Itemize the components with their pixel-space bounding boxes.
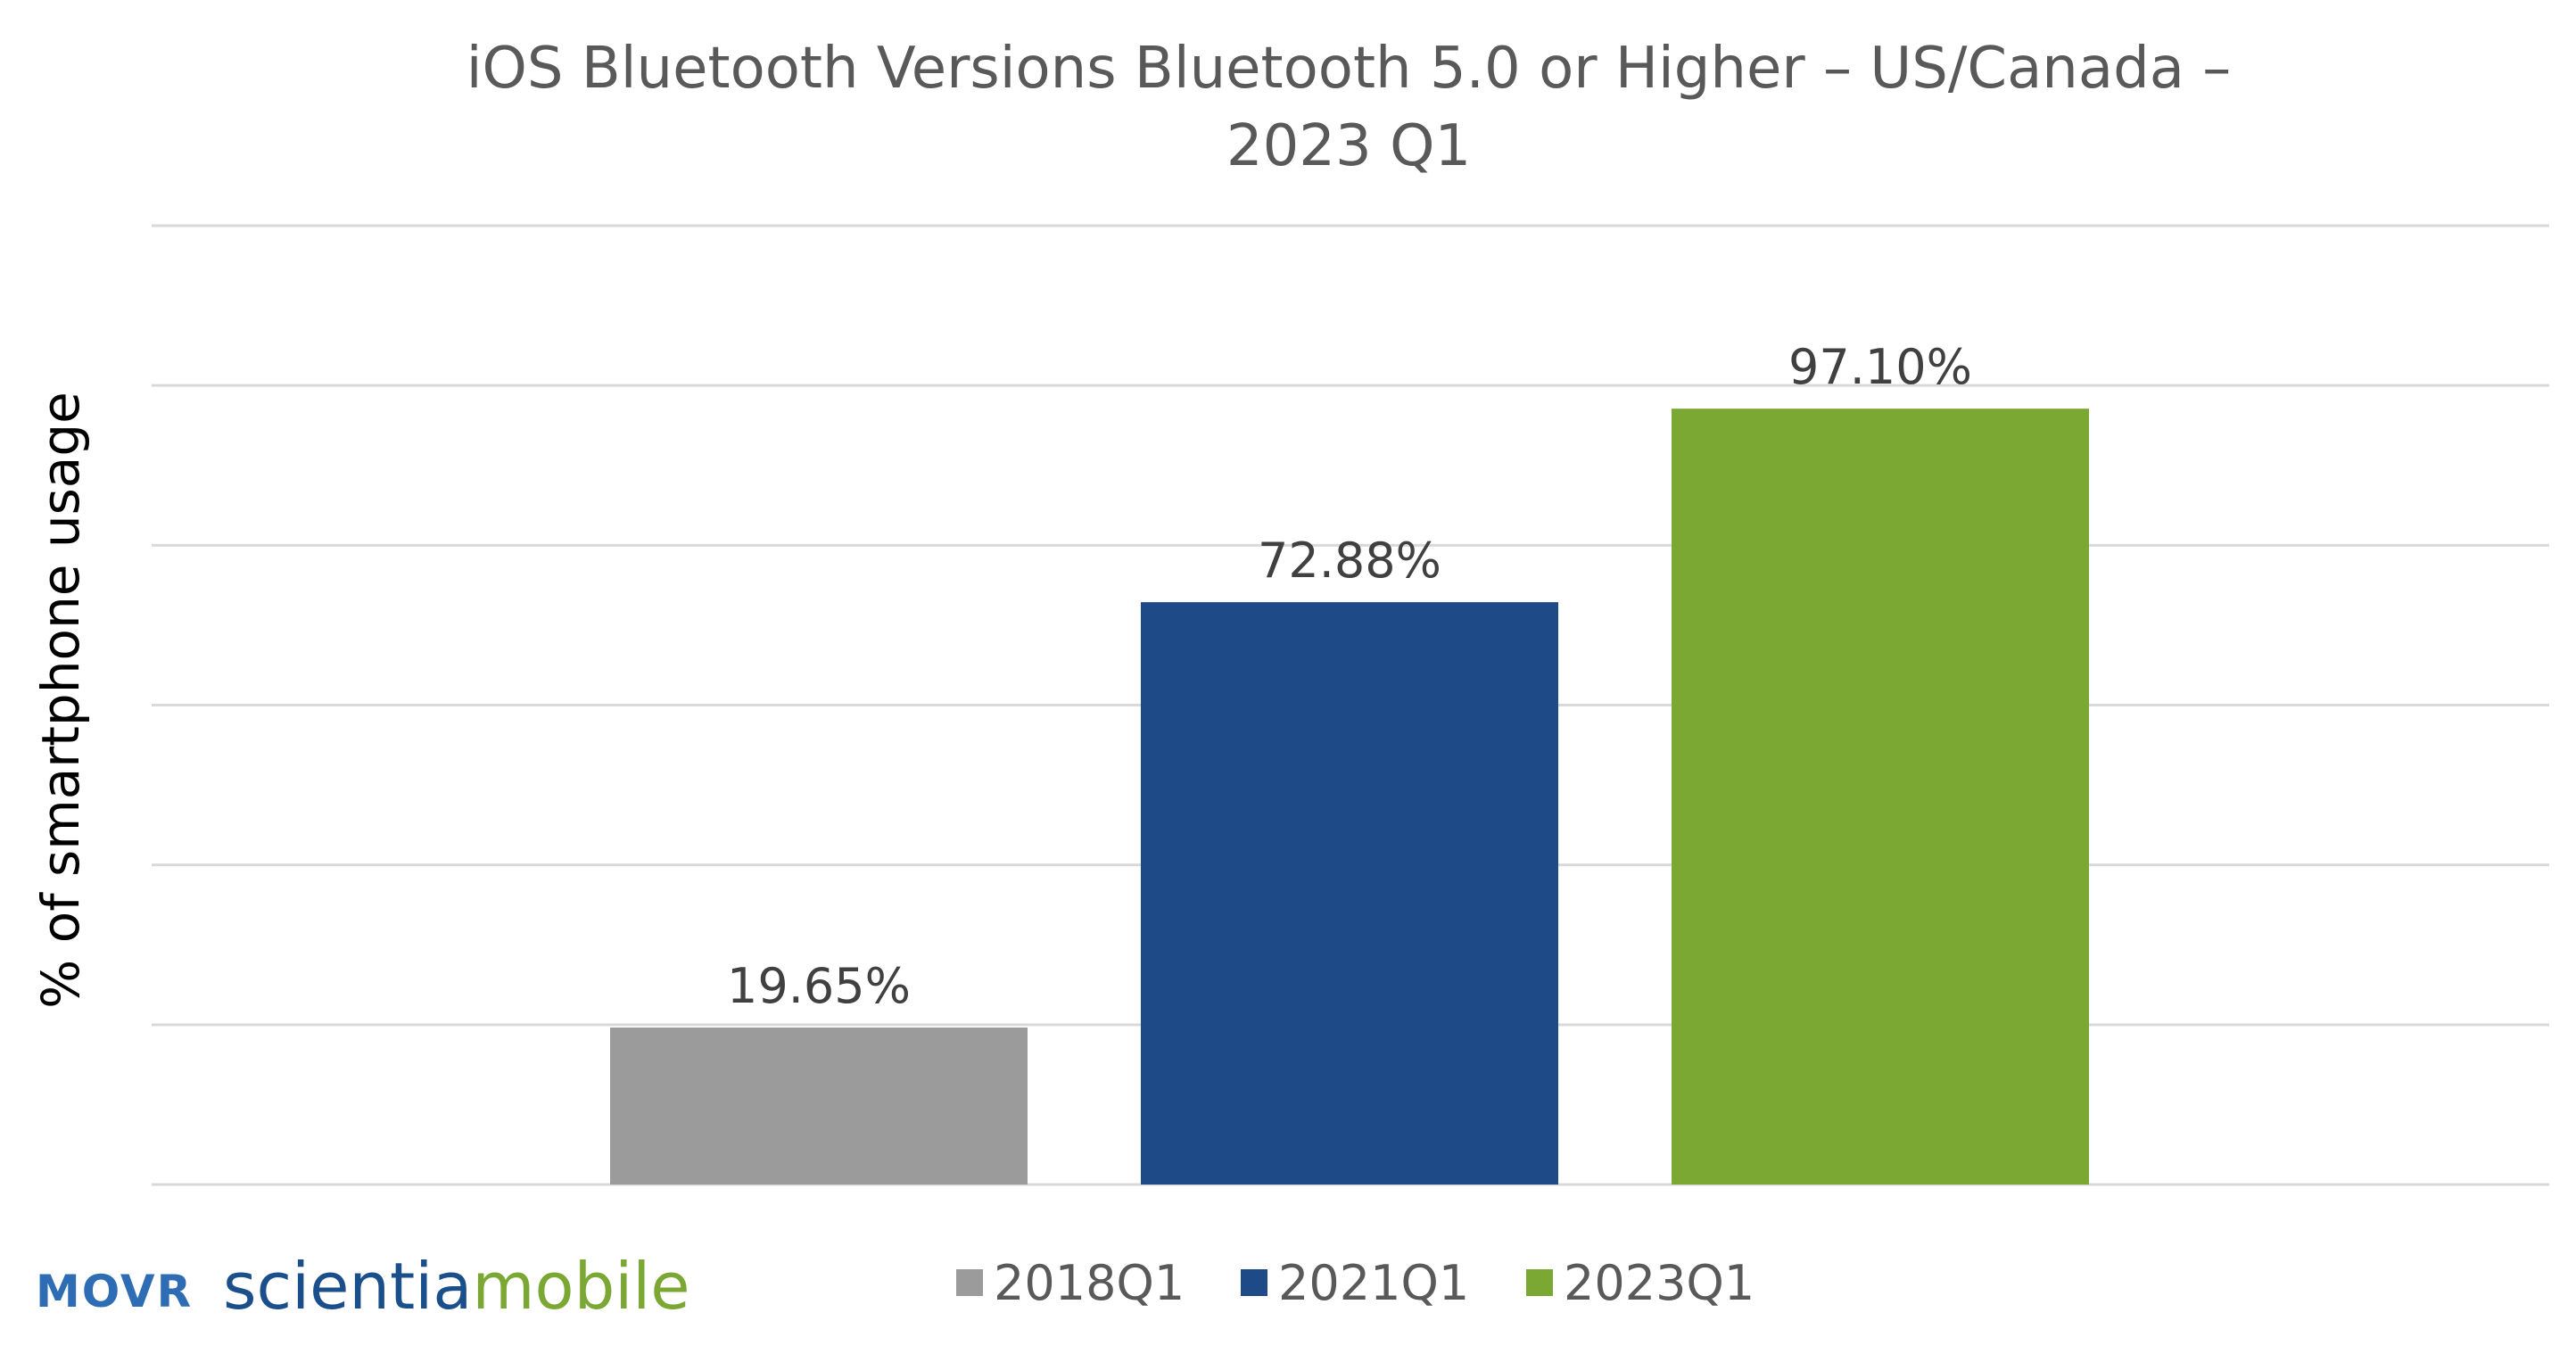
logo-mobile: mobile <box>472 1249 689 1324</box>
chart-title-line-1: iOS Bluetooth Versions Bluetooth 5.0 or … <box>466 36 2232 102</box>
data-label-2018q1: 19.65% <box>727 958 911 1014</box>
logo-scientia: scientia <box>223 1249 472 1324</box>
legend-swatch-2021q1 <box>1241 1269 1267 1296</box>
legend-label-2021q1: 2021Q1 <box>1278 1255 1469 1311</box>
chart-title-line-2: 2023 Q1 <box>1226 113 1471 179</box>
bar-2021q1 <box>1141 602 1558 1185</box>
data-label-2021q1: 72.88% <box>1258 533 1441 589</box>
legend: 2018Q1 2021Q1 2023Q1 <box>956 1255 1754 1311</box>
data-label-2023q1: 97.10% <box>1788 339 1972 395</box>
data-labels: 19.65% 72.88% 97.10% <box>727 339 1972 1014</box>
scientiamobile-logo: MOVR scientiamobile <box>36 1249 690 1324</box>
logo-movr: MOVR <box>36 1266 193 1317</box>
legend-label-2023q1: 2023Q1 <box>1564 1255 1754 1311</box>
bars <box>610 409 2089 1185</box>
legend-swatch-2023q1 <box>1526 1269 1553 1296</box>
y-axis-label: % of smartphone usage <box>30 392 91 1009</box>
bar-2018q1 <box>610 1027 1028 1185</box>
legend-label-2018q1: 2018Q1 <box>994 1255 1185 1311</box>
logo-scientiamobile: scientiamobile <box>223 1249 690 1324</box>
bar-2023q1 <box>1672 409 2089 1185</box>
legend-swatch-2018q1 <box>956 1269 983 1296</box>
